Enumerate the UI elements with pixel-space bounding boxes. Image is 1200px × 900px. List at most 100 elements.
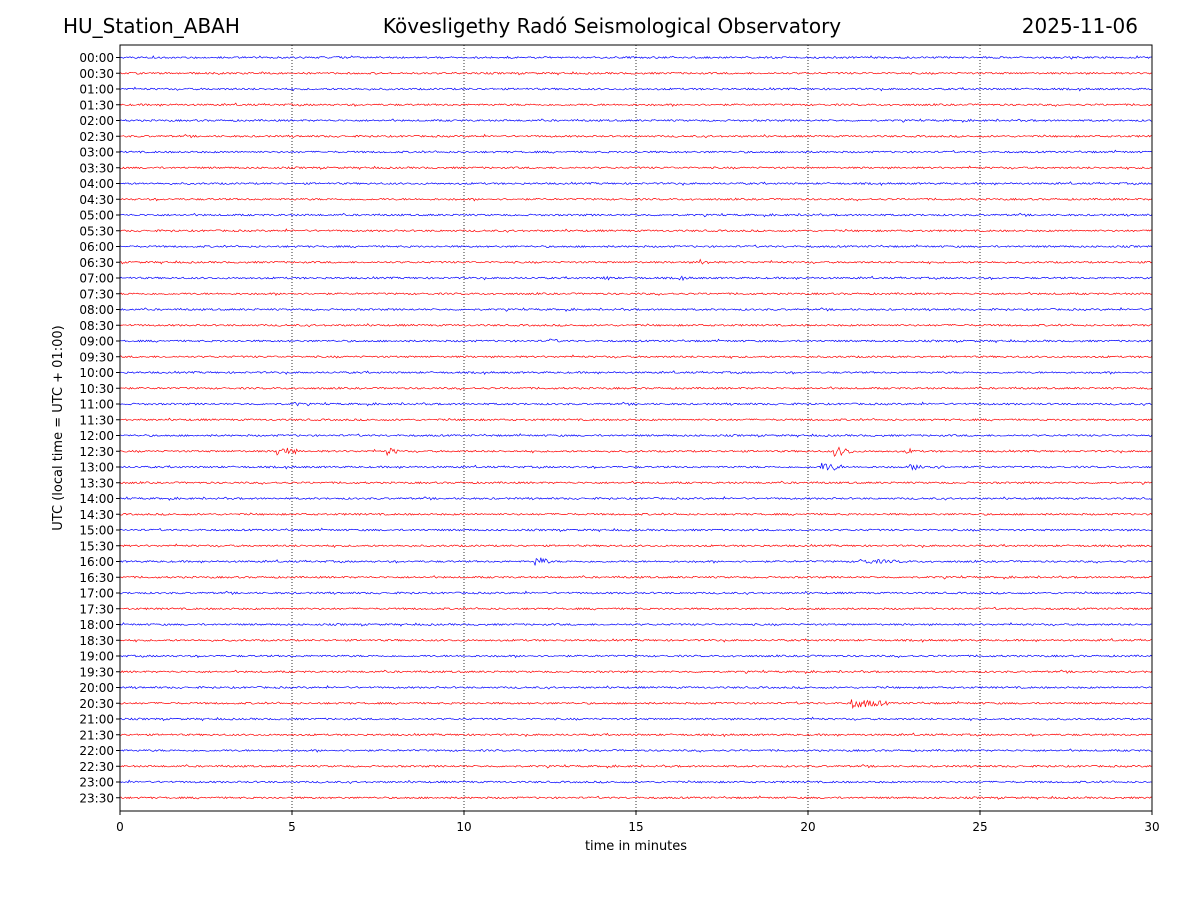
- trace-1930: [119, 669, 1153, 675]
- y-tick-label: 13:00: [79, 461, 114, 475]
- x-tick-label: 25: [972, 820, 987, 834]
- trace-2100: [119, 716, 1153, 722]
- y-tick-label: 22:00: [79, 744, 114, 758]
- x-tick-label: 30: [1144, 820, 1159, 834]
- date-label: 2025-11-06: [1021, 14, 1138, 38]
- trace-0030: [119, 71, 1153, 76]
- y-tick-label: 14:30: [79, 508, 114, 522]
- y-tick-label: 00:30: [79, 67, 114, 81]
- y-tick-label: 07:30: [79, 287, 114, 301]
- trace-0130: [119, 102, 1153, 108]
- y-tick-label: 20:00: [79, 681, 114, 695]
- y-tick-label: 12:00: [79, 429, 114, 443]
- trace-1700: [119, 590, 1153, 596]
- y-tick-label: 23:00: [79, 776, 114, 790]
- y-tick-label: 18:30: [79, 634, 114, 648]
- y-tick-label: 06:30: [79, 256, 114, 270]
- y-tick-label: 15:30: [79, 539, 114, 553]
- y-tick-label: 22:30: [79, 760, 114, 774]
- y-tick-label: 19:00: [79, 650, 114, 664]
- trace-2330: [119, 795, 1153, 800]
- y-tick-label: 14:00: [79, 492, 114, 506]
- y-tick-label: 08:00: [79, 303, 114, 317]
- y-tick-label: 20:30: [79, 697, 114, 711]
- station-label: HU_Station_ABAH: [63, 14, 240, 38]
- trace-1400: [119, 496, 1153, 501]
- gridlines: [291, 45, 981, 811]
- y-tick-label: 01:30: [79, 98, 114, 112]
- y-tick-label: 19:30: [79, 665, 114, 679]
- trace-0800: [119, 307, 1153, 312]
- trace-1230: [119, 446, 1153, 457]
- y-tick-label: 01:00: [79, 83, 114, 97]
- trace-1000: [119, 370, 1153, 375]
- trace-0330: [119, 165, 1153, 170]
- trace-1330: [119, 480, 1153, 486]
- trace-0300: [119, 149, 1153, 154]
- y-tick-label: 10:30: [79, 382, 114, 396]
- trace-2130: [119, 732, 1153, 738]
- y-tick-label: 17:30: [79, 602, 114, 616]
- y-tick-label: 12:30: [79, 445, 114, 459]
- y-tick-label: 05:00: [79, 209, 114, 223]
- trace-0500: [119, 212, 1153, 218]
- trace-1530: [119, 543, 1153, 549]
- trace-0930: [119, 354, 1153, 359]
- trace-1430: [119, 512, 1153, 516]
- y-tick-label: 18:00: [79, 618, 114, 632]
- y-tick-label: 21:00: [79, 713, 114, 727]
- y-tick-label: 10:00: [79, 366, 114, 380]
- trace-1900: [119, 654, 1153, 659]
- trace-0700: [119, 275, 1153, 282]
- y-tick-label: 09:30: [79, 350, 114, 364]
- y-tick-label: 15:00: [79, 524, 114, 538]
- y-tick-label: 13:30: [79, 476, 114, 490]
- y-tick-label: 02:00: [79, 114, 114, 128]
- trace-1500: [119, 527, 1153, 533]
- x-axis-label: time in minutes: [585, 839, 687, 854]
- trace-0000: [119, 55, 1153, 60]
- trace-1130: [119, 417, 1153, 422]
- observatory-title: Kövesligethy Radó Seismological Observat…: [382, 14, 842, 38]
- trace-1200: [119, 433, 1153, 438]
- y-tick-label: 23:30: [79, 791, 114, 805]
- y-tick-label: 11:30: [79, 413, 114, 427]
- trace-0530: [119, 228, 1153, 233]
- y-tick-label: 04:30: [79, 193, 114, 207]
- trace-0830: [119, 323, 1153, 328]
- trace-1030: [119, 386, 1153, 391]
- trace-0100: [119, 86, 1153, 92]
- traces: [119, 55, 1153, 800]
- trace-0230: [119, 133, 1153, 139]
- y-tick-label: 17:00: [79, 587, 114, 601]
- trace-2200: [119, 748, 1153, 753]
- trace-0600: [119, 244, 1153, 249]
- trace-1830: [119, 637, 1153, 643]
- x-tick-label: 20: [800, 820, 815, 834]
- y-tick-label: 16:30: [79, 571, 114, 585]
- y-tick-label: 16:00: [79, 555, 114, 569]
- trace-0400: [119, 181, 1153, 186]
- trace-2030: [119, 699, 1153, 710]
- trace-0430: [119, 197, 1153, 202]
- x-ticks: 0 5 10 15 20 25 30: [116, 811, 1160, 834]
- trace-2000: [119, 685, 1153, 690]
- y-tick-label: 00:00: [79, 51, 114, 65]
- y-tick-label: 06:00: [79, 240, 114, 254]
- x-tick-label: 10: [456, 820, 471, 834]
- y-tick-label: 09:00: [79, 335, 114, 349]
- y-axis-label: UTC (local time = UTC + 01:00): [51, 325, 66, 530]
- y-tick-label: 03:00: [79, 146, 114, 160]
- trace-1600: [119, 557, 1153, 566]
- trace-0630: [119, 258, 1153, 265]
- y-tick-label: 08:30: [79, 319, 114, 333]
- y-tick-label: 21:30: [79, 728, 114, 742]
- y-tick-label: 02:30: [79, 130, 114, 144]
- x-tick-label: 15: [628, 820, 643, 834]
- x-tick-label: 0: [116, 820, 124, 834]
- trace-1100: [119, 401, 1153, 407]
- x-tick-label: 5: [288, 820, 296, 834]
- y-tick-label: 07:00: [79, 272, 114, 286]
